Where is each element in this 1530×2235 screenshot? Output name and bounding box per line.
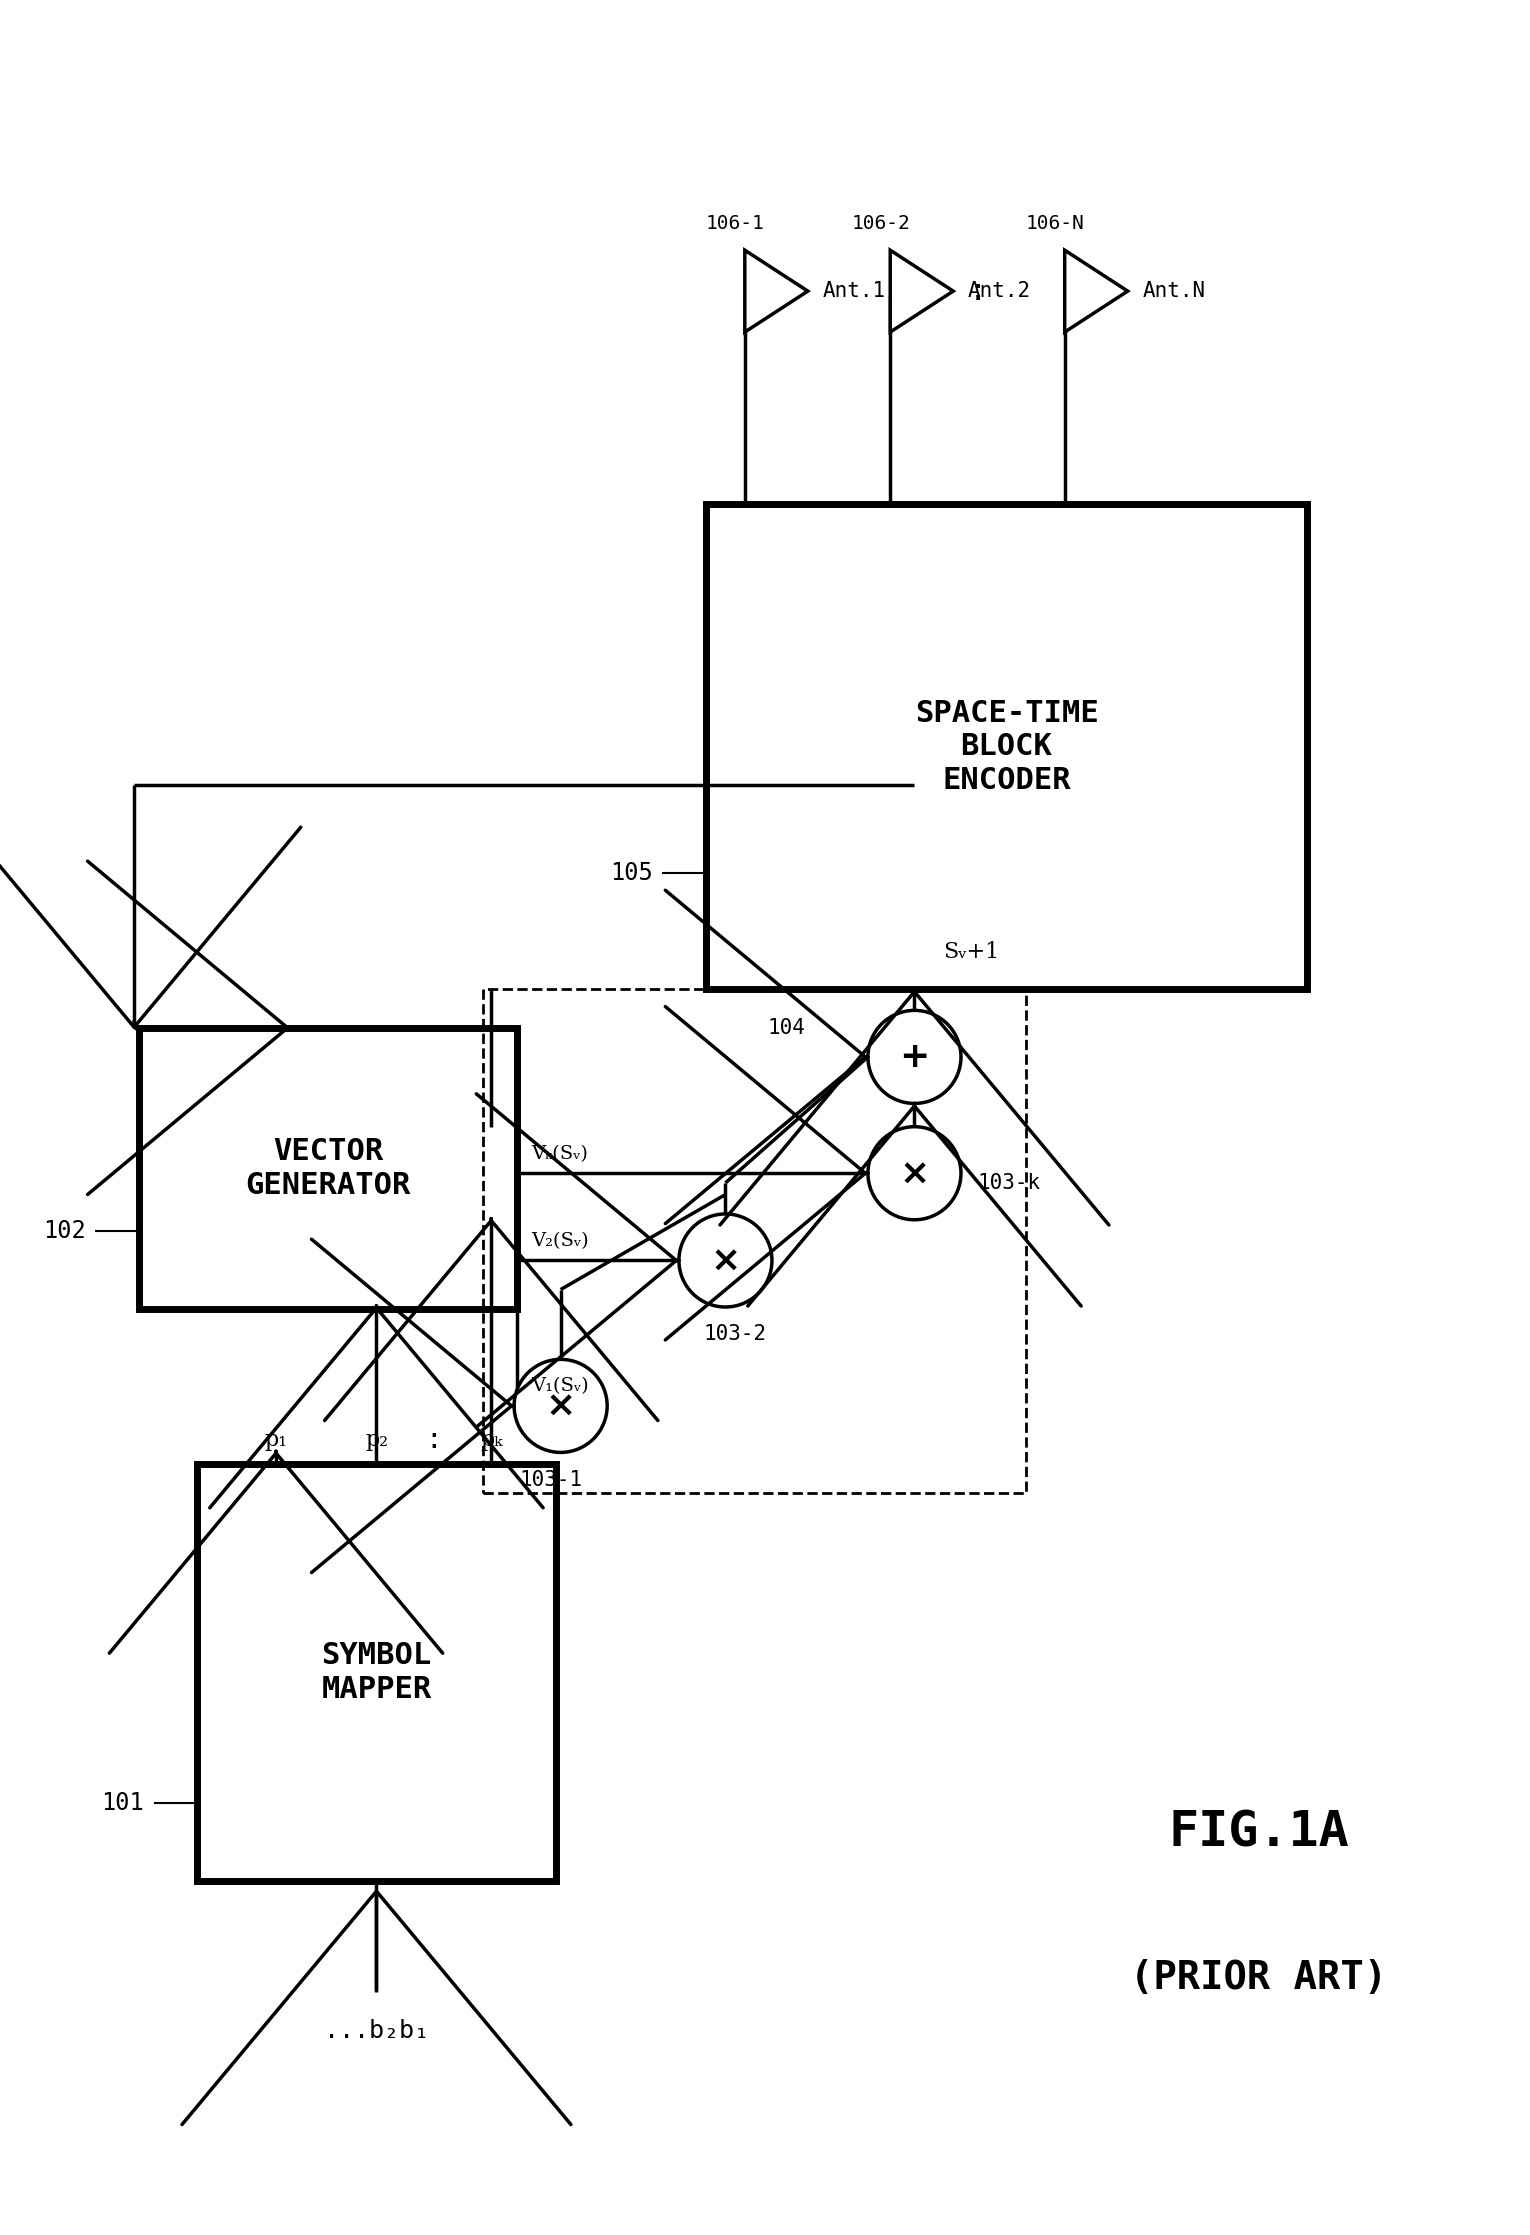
Text: 101: 101 [101, 1790, 144, 1815]
Text: V₂(Sᵥ): V₂(Sᵥ) [531, 1231, 589, 1249]
Text: 106-N: 106-N [1025, 215, 1085, 232]
Text: ...b₂b₁: ...b₂b₁ [324, 2018, 428, 2043]
Text: SYMBOL
MAPPER: SYMBOL MAPPER [321, 1640, 431, 1703]
Polygon shape [1065, 250, 1128, 333]
Bar [139, 1028, 517, 1310]
Polygon shape [745, 250, 808, 333]
Text: 102: 102 [43, 1220, 86, 1243]
Text: 104: 104 [767, 1017, 805, 1037]
Text: ×: × [710, 1243, 741, 1278]
Text: SPACE-TIME
BLOCK
ENCODER: SPACE-TIME BLOCK ENCODER [915, 700, 1099, 796]
Text: (PRIOR ART): (PRIOR ART) [1131, 1958, 1388, 1996]
Polygon shape [890, 250, 953, 333]
Text: 103-1: 103-1 [519, 1471, 583, 1489]
Circle shape [679, 1214, 773, 1307]
Text: pₖ: pₖ [480, 1428, 502, 1451]
Text: :: : [968, 277, 987, 306]
Text: 106-1: 106-1 [705, 215, 765, 232]
Text: ×: × [546, 1388, 575, 1424]
Circle shape [868, 1126, 961, 1220]
Text: Ant.1: Ant.1 [822, 282, 886, 302]
Text: 103-2: 103-2 [704, 1323, 767, 1343]
Text: p₁: p₁ [265, 1428, 288, 1451]
Text: VECTOR
GENERATOR: VECTOR GENERATOR [245, 1138, 410, 1200]
Text: :: : [425, 1426, 442, 1453]
Text: ×: × [900, 1155, 930, 1191]
Text: FIG.1A: FIG.1A [1169, 1808, 1349, 1857]
Text: Vₖ(Sᵥ): Vₖ(Sᵥ) [531, 1144, 589, 1162]
Text: Sᵥ+1: Sᵥ+1 [944, 941, 999, 963]
Circle shape [868, 1010, 961, 1104]
Text: 105: 105 [610, 860, 653, 885]
Text: +: + [900, 1039, 930, 1073]
Bar [483, 990, 1027, 1493]
Bar [705, 505, 1307, 990]
Text: V₁(Sᵥ): V₁(Sᵥ) [531, 1377, 589, 1395]
Circle shape [514, 1359, 607, 1453]
Text: Ant.N: Ant.N [1143, 282, 1206, 302]
Text: Ant.2: Ant.2 [968, 282, 1031, 302]
Bar [197, 1464, 555, 1882]
Text: 106-2: 106-2 [851, 215, 910, 232]
Text: p₂: p₂ [366, 1428, 389, 1451]
Text: 103-k: 103-k [978, 1173, 1040, 1193]
